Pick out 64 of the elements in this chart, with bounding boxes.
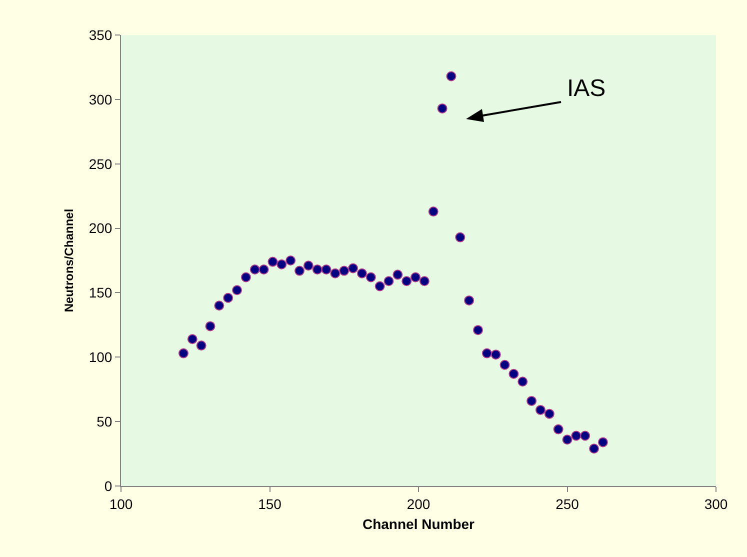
point bbox=[473, 325, 483, 336]
y-tick-label: 100 bbox=[88, 349, 112, 366]
point bbox=[464, 295, 474, 306]
point bbox=[553, 424, 564, 434]
point bbox=[544, 408, 554, 419]
point bbox=[374, 281, 385, 292]
y-tick-label: 150 bbox=[88, 284, 112, 301]
y-tick-label: 300 bbox=[88, 91, 112, 108]
point bbox=[535, 404, 546, 415]
point bbox=[303, 260, 314, 271]
y-tick-label: 50 bbox=[96, 413, 112, 430]
point bbox=[250, 264, 260, 275]
x-tick-label: 200 bbox=[406, 496, 430, 512]
point bbox=[232, 285, 242, 296]
point bbox=[339, 266, 350, 276]
point bbox=[205, 321, 216, 332]
x-tick-label: 150 bbox=[258, 496, 282, 512]
annotation: IAS bbox=[567, 75, 606, 102]
point bbox=[571, 430, 582, 441]
point bbox=[258, 264, 269, 275]
point bbox=[589, 444, 600, 454]
point bbox=[240, 272, 251, 282]
x-tick-label: 300 bbox=[704, 496, 728, 512]
point bbox=[402, 276, 412, 286]
point bbox=[268, 256, 278, 267]
point bbox=[598, 437, 608, 448]
point bbox=[276, 259, 287, 270]
point bbox=[286, 256, 296, 266]
x-tick-label: 100 bbox=[109, 496, 133, 512]
point bbox=[500, 360, 510, 370]
point bbox=[312, 264, 322, 275]
x-axis-title: Channel Number bbox=[362, 516, 476, 532]
point bbox=[384, 276, 394, 286]
point bbox=[437, 103, 448, 114]
point bbox=[366, 272, 376, 282]
point bbox=[562, 434, 572, 445]
point bbox=[526, 396, 537, 406]
point bbox=[410, 272, 421, 282]
x-tick-label: 250 bbox=[556, 496, 580, 512]
point bbox=[187, 334, 198, 344]
point bbox=[330, 268, 340, 278]
point bbox=[223, 292, 234, 303]
point bbox=[455, 232, 466, 242]
y-tick-label: 0 bbox=[104, 478, 112, 494]
point bbox=[508, 368, 519, 379]
point bbox=[392, 270, 403, 280]
y-tick-label: 250 bbox=[88, 156, 112, 172]
point bbox=[428, 206, 438, 217]
point bbox=[518, 376, 528, 387]
point bbox=[178, 348, 188, 358]
point bbox=[196, 340, 206, 351]
point bbox=[446, 71, 456, 82]
y-tick-label: 350 bbox=[88, 26, 112, 43]
point bbox=[482, 348, 492, 358]
point bbox=[214, 300, 224, 311]
point bbox=[580, 430, 590, 441]
point bbox=[419, 276, 430, 286]
point bbox=[356, 268, 367, 278]
y-axis-title: Neutrons/Channel bbox=[62, 208, 76, 312]
point bbox=[294, 266, 304, 276]
point bbox=[348, 263, 358, 274]
point bbox=[321, 264, 332, 275]
y-tick-label: 200 bbox=[88, 220, 112, 236]
point bbox=[490, 350, 501, 360]
